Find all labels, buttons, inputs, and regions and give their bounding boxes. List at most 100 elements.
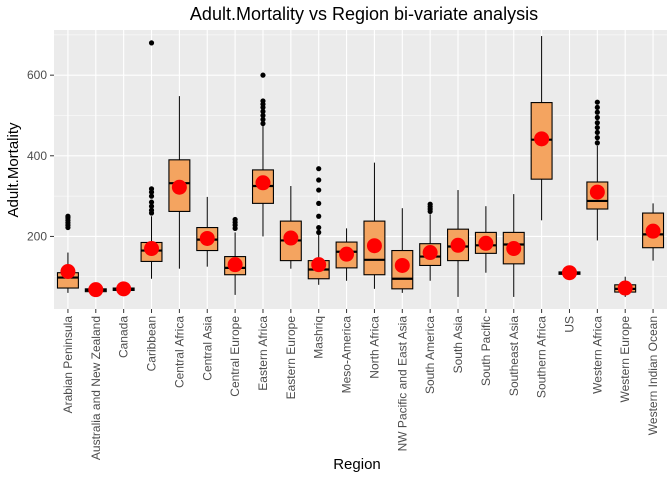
outlier-point — [594, 120, 600, 126]
box-caribbean — [140, 40, 163, 279]
outlier-point — [232, 216, 238, 223]
x-tick-label: Western Indian Ocean — [646, 316, 660, 435]
box-south-asia — [447, 190, 470, 297]
y-tick-label: 400 — [27, 149, 47, 163]
box-western-europe — [614, 276, 637, 297]
mean-point — [450, 237, 466, 253]
mean-point — [255, 175, 271, 191]
outlier-point — [260, 116, 266, 123]
x-tick-label: South Asia — [451, 316, 465, 374]
x-tick-label: Caribbean — [145, 316, 159, 371]
box-canada — [112, 281, 135, 297]
box-western-africa — [586, 99, 609, 241]
outlier-point — [594, 129, 600, 136]
mean-point — [366, 238, 382, 254]
outlier-point — [316, 224, 322, 231]
box-central-europe — [224, 216, 247, 295]
x-tick-label: South Pacific — [479, 316, 493, 386]
outlier-point — [594, 104, 600, 111]
outlier-point — [594, 135, 600, 141]
mean-point — [199, 230, 215, 246]
outlier-point — [594, 124, 600, 131]
mean-point — [534, 131, 550, 147]
mean-point — [283, 230, 299, 246]
x-tick-label: Southeast Asia — [507, 316, 521, 396]
mean-point — [617, 280, 633, 296]
mean-point — [339, 246, 355, 262]
mean-point — [88, 282, 104, 298]
outlier-point — [148, 207, 155, 213]
chart-title: Adult.Mortality vs Region bi-variate ana… — [190, 4, 538, 24]
box-eastern-africa — [251, 72, 274, 237]
y-axis-title: Adult.Mortality — [5, 122, 22, 218]
outlier-point — [260, 98, 266, 104]
outlier-point — [316, 177, 322, 183]
box-south-america — [419, 201, 442, 281]
x-tick-label: Arabian Peninsula — [61, 316, 75, 414]
x-axis-title: Region — [333, 456, 381, 473]
box-arabian-peninsula — [56, 213, 79, 293]
box-central-africa — [168, 96, 191, 269]
x-tick-label: NW Pacific and East Asia — [395, 316, 409, 452]
mean-point — [478, 235, 494, 251]
box-southeast-asia — [502, 194, 525, 297]
outlier-point — [316, 213, 322, 219]
mean-point — [394, 257, 410, 273]
x-tick-label: North Africa — [367, 316, 381, 379]
x-tick-label: Western Africa — [590, 316, 604, 394]
outlier-point — [260, 120, 266, 127]
outlier-point — [148, 186, 155, 192]
box-meso-america — [335, 228, 358, 281]
box-australia-and-new-zealand — [84, 282, 107, 298]
mean-point — [506, 241, 522, 257]
x-tick-label: Eastern Africa — [256, 316, 270, 391]
mean-point — [589, 184, 605, 200]
x-tick-label: Australia and New Zealand — [89, 316, 103, 460]
box-north-africa — [363, 162, 386, 289]
x-tick-label: US — [562, 316, 576, 333]
box-western-indian-ocean — [642, 203, 665, 261]
mean-point — [227, 257, 243, 273]
box-mashriq — [307, 166, 330, 285]
mean-point — [171, 179, 187, 195]
x-tick-label: South America — [423, 316, 437, 394]
outlier-point — [316, 200, 322, 206]
mean-point — [144, 241, 160, 257]
box-us — [558, 265, 581, 281]
outlier-point — [316, 166, 322, 172]
y-tick-label: 200 — [27, 229, 47, 243]
x-tick-label: Southern Africa — [535, 316, 549, 398]
outlier-point — [316, 229, 322, 235]
box-south-pacific — [474, 206, 497, 273]
plot-panel — [54, 30, 667, 309]
outlier-point — [594, 140, 600, 146]
y-axis-ticks: 200 400 600 — [27, 68, 54, 243]
x-tick-label: Mashriq — [312, 316, 326, 359]
box-southern-africa — [530, 36, 553, 221]
box-central-asia — [196, 196, 219, 267]
outlier-point — [427, 201, 433, 207]
outlier-point — [260, 112, 266, 119]
outlier-point — [148, 40, 155, 46]
outlier-point — [316, 187, 322, 193]
x-tick-label: Canada — [117, 316, 131, 358]
outlier-point — [594, 114, 600, 121]
x-tick-label: Central Africa — [172, 316, 186, 388]
mean-point — [422, 245, 438, 261]
outlier-point — [148, 199, 155, 205]
mean-point — [60, 264, 76, 280]
outlier-point — [148, 203, 155, 209]
mean-point — [645, 223, 661, 239]
box-nw-pacific-and-east-asia — [391, 208, 414, 293]
y-tick-label: 600 — [27, 68, 47, 82]
mean-point — [116, 281, 132, 297]
outlier-point — [594, 109, 600, 115]
outlier-point — [260, 72, 266, 78]
mean-point — [311, 257, 327, 273]
mean-point — [561, 265, 577, 281]
x-tick-label: Western Europe — [618, 316, 632, 403]
outlier-point — [148, 193, 155, 199]
x-tick-label: Central Europe — [228, 316, 242, 397]
outlier-point — [260, 108, 266, 115]
